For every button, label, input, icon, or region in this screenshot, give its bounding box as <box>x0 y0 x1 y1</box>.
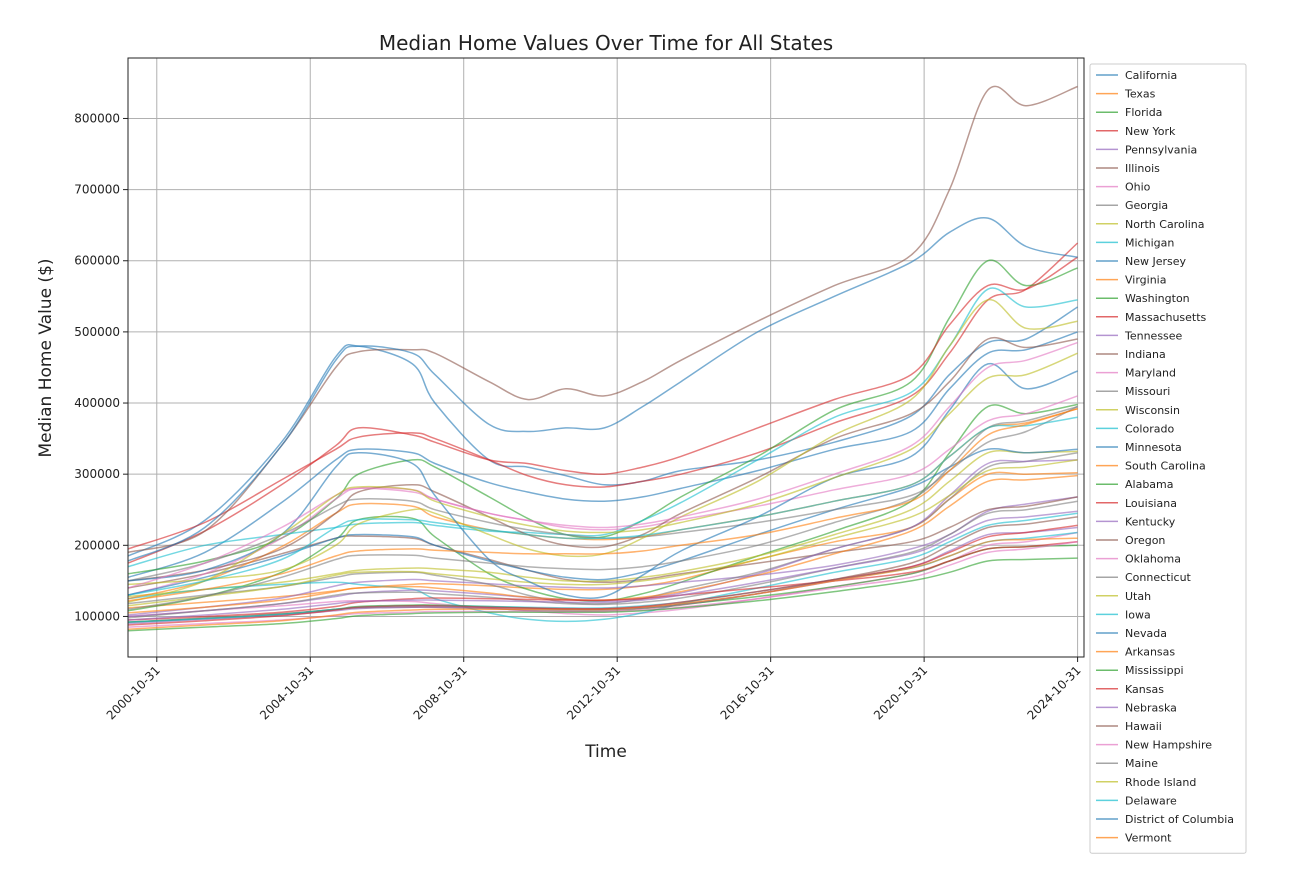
series-line-minnesota <box>127 448 1078 596</box>
series-line-kansas <box>127 524 1078 626</box>
legend-label-georgia: Georgia <box>1125 199 1168 212</box>
series-line-missouri <box>127 500 1078 619</box>
y-tick-label: 200000 <box>74 538 120 552</box>
legend-label-mississippi: Mississippi <box>1125 664 1184 677</box>
series-line-louisiana <box>127 541 1078 621</box>
series-line-north-carolina <box>127 450 1078 598</box>
series-line-maryland <box>127 395 1078 596</box>
series-line-rhode-island <box>127 352 1078 603</box>
series-line-massachusetts <box>127 256 1078 564</box>
legend-label-connecticut: Connecticut <box>1125 571 1192 584</box>
legend-label-louisiana: Louisiana <box>1125 497 1177 510</box>
series-line-maine <box>127 405 1078 611</box>
legend-label-california: California <box>1125 69 1177 82</box>
y-tick-label: 300000 <box>74 467 120 481</box>
legend-label-vermont: Vermont <box>1125 832 1172 845</box>
y-tick-label: 100000 <box>74 609 120 623</box>
series-line-hawaii <box>127 85 1078 554</box>
legend-label-texas: Texas <box>1124 88 1156 101</box>
series-line-california <box>127 306 1078 557</box>
legend-label-nevada: Nevada <box>1125 627 1167 640</box>
legend-label-district-of-columbia: District of Columbia <box>1125 813 1234 826</box>
legend-label-rhode-island: Rhode Island <box>1125 776 1196 789</box>
series-line-district-of-columbia <box>127 216 1078 562</box>
legend-label-washington: Washington <box>1125 292 1190 305</box>
legend-label-maine: Maine <box>1125 757 1158 770</box>
legend-label-virginia: Virginia <box>1125 274 1166 287</box>
series-line-new-jersey <box>127 331 1078 579</box>
y-tick-label: 500000 <box>74 325 120 339</box>
x-axis-label: Time <box>584 742 627 762</box>
legend-label-delaware: Delaware <box>1125 794 1177 807</box>
legend-label-florida: Florida <box>1125 106 1162 119</box>
legend-label-michigan: Michigan <box>1125 236 1174 249</box>
series-line-mississippi <box>127 557 1078 632</box>
y-axis-label: Median Home Value ($) <box>36 258 56 457</box>
series-line-nebraska <box>127 510 1078 621</box>
legend-label-tennessee: Tennessee <box>1124 329 1183 342</box>
legend-label-massachusetts: Massachusetts <box>1125 311 1207 324</box>
y-tick-label: 700000 <box>74 183 120 197</box>
series-line-vermont <box>127 407 1078 602</box>
plot-area-frame <box>127 57 1085 658</box>
legend-label-nebraska: Nebraska <box>1125 701 1177 714</box>
legend-label-indiana: Indiana <box>1125 348 1166 361</box>
series-line-connecticut <box>127 405 1078 582</box>
legend-label-maryland: Maryland <box>1125 367 1176 380</box>
legend-label-hawaii: Hawaii <box>1125 720 1162 733</box>
y-tick-label: 600000 <box>74 254 120 268</box>
legend-label-new-york: New York <box>1125 125 1176 138</box>
series-lines <box>127 85 1079 632</box>
legend-label-kentucky: Kentucky <box>1125 515 1176 528</box>
series-line-michigan <box>127 512 1078 623</box>
chart-title: Median Home Values Over Time for All Sta… <box>379 31 833 55</box>
legend-label-minnesota: Minnesota <box>1125 441 1182 454</box>
legend-label-iowa: Iowa <box>1125 608 1151 621</box>
legend: California Texas Florida New York Pennsylvan… <box>1089 63 1247 854</box>
y-tick-label: 800000 <box>74 111 120 125</box>
series-line-new-york <box>127 242 1079 550</box>
legend-label-arkansas: Arkansas <box>1125 646 1175 659</box>
series-line-wisconsin <box>127 459 1078 607</box>
legend-label-kansas: Kansas <box>1125 683 1164 696</box>
series-line-delaware <box>127 416 1078 596</box>
legend-label-oklahoma: Oklahoma <box>1125 553 1181 566</box>
legend-label-wisconsin: Wisconsin <box>1125 404 1180 417</box>
legend-label-south-carolina: South Carolina <box>1125 460 1206 473</box>
series-line-utah <box>127 299 1078 586</box>
legend-label-new-hampshire: New Hampshire <box>1125 739 1212 752</box>
legend-label-ohio: Ohio <box>1125 181 1151 194</box>
legend-label-pennsylvania: Pennsylvania <box>1125 143 1197 156</box>
legend-label-colorado: Colorado <box>1125 422 1174 435</box>
y-axis-ticks: 100000 200000 300000 400000 500000 600000 7000… <box>74 111 128 623</box>
series-line-oregon <box>127 336 1078 582</box>
legend-label-missouri: Missouri <box>1125 385 1170 398</box>
legend-label-new-jersey: New Jersey <box>1125 255 1187 268</box>
y-tick-label: 400000 <box>74 396 120 410</box>
legend-label-utah: Utah <box>1125 590 1151 603</box>
legend-label-oregon: Oregon <box>1125 534 1165 547</box>
legend-label-north-carolina: North Carolina <box>1125 218 1205 231</box>
legend-box <box>1089 63 1247 854</box>
legend-label-alabama: Alabama <box>1125 478 1174 491</box>
legend-label-illinois: Illinois <box>1125 162 1160 175</box>
